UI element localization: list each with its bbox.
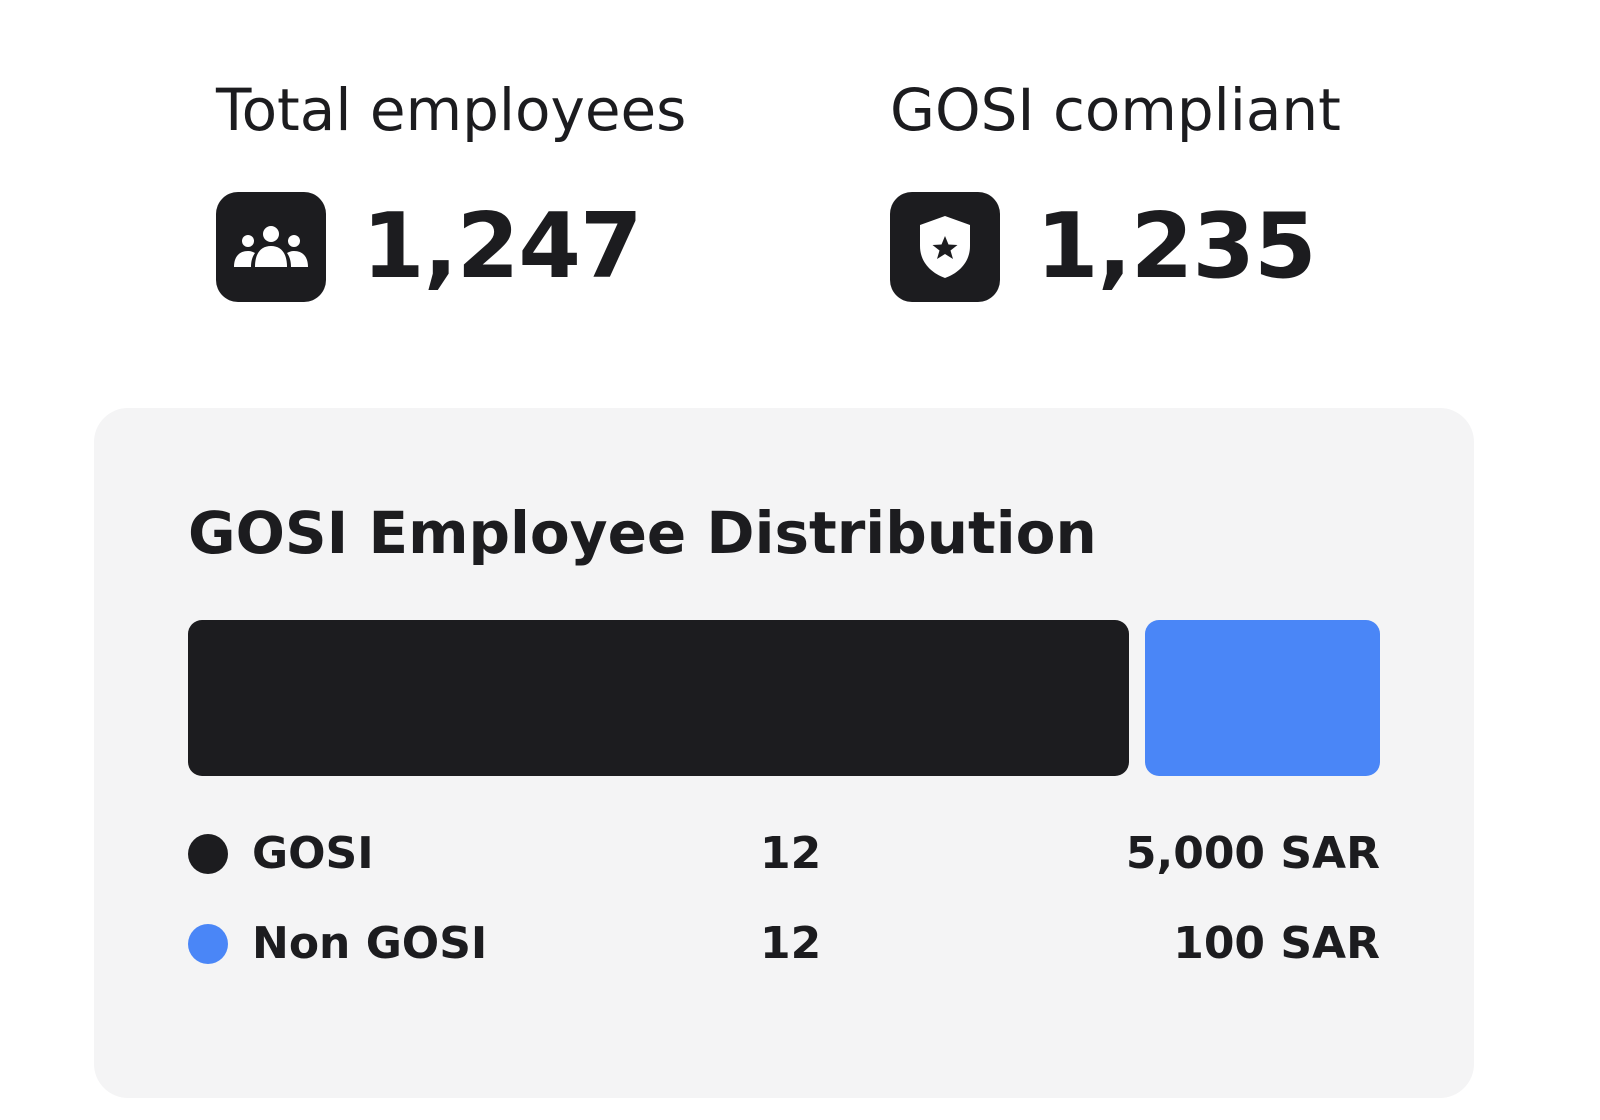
people-group-icon [216, 192, 326, 302]
legend-count: 12 [760, 828, 822, 879]
legend-name: Non GOSI [252, 918, 488, 969]
gosi-compliant-stat: GOSI compliant 1,235 [890, 72, 1341, 302]
legend-row-gosi: GOSI 12 5,000 SAR [188, 824, 1380, 884]
legend-amount: 100 SAR [1173, 918, 1380, 969]
gosi-distribution-card: GOSI Employee Distribution GOSI 12 5,000… [94, 408, 1474, 1098]
bar-segment-non-gosi [1144, 620, 1380, 776]
legend-dot-gosi [188, 834, 228, 874]
gosi-compliant-label: GOSI compliant [890, 76, 1341, 144]
legend-name: GOSI [252, 828, 374, 879]
legend-count: 12 [760, 918, 822, 969]
total-employees-value: 1,247 [362, 194, 643, 299]
legend-dot-non-gosi [188, 924, 228, 964]
total-employees-row: 1,247 [216, 192, 686, 302]
gosi-compliant-value: 1,235 [1036, 194, 1317, 299]
card-title: GOSI Employee Distribution [188, 499, 1097, 567]
gosi-compliant-row: 1,235 [890, 192, 1341, 302]
total-employees-stat: Total employees 1,247 [216, 72, 686, 302]
bar-segment-gosi [188, 620, 1129, 776]
legend-amount: 5,000 SAR [1125, 828, 1380, 879]
total-employees-label: Total employees [216, 76, 687, 144]
distribution-bar [188, 620, 1380, 776]
shield-star-icon [890, 192, 1000, 302]
legend-row-non-gosi: Non GOSI 12 100 SAR [188, 914, 1380, 974]
